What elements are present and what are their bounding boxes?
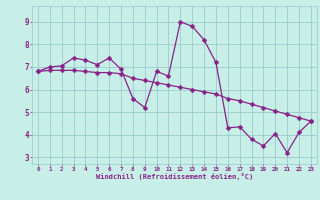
X-axis label: Windchill (Refroidissement éolien,°C): Windchill (Refroidissement éolien,°C) (96, 173, 253, 180)
